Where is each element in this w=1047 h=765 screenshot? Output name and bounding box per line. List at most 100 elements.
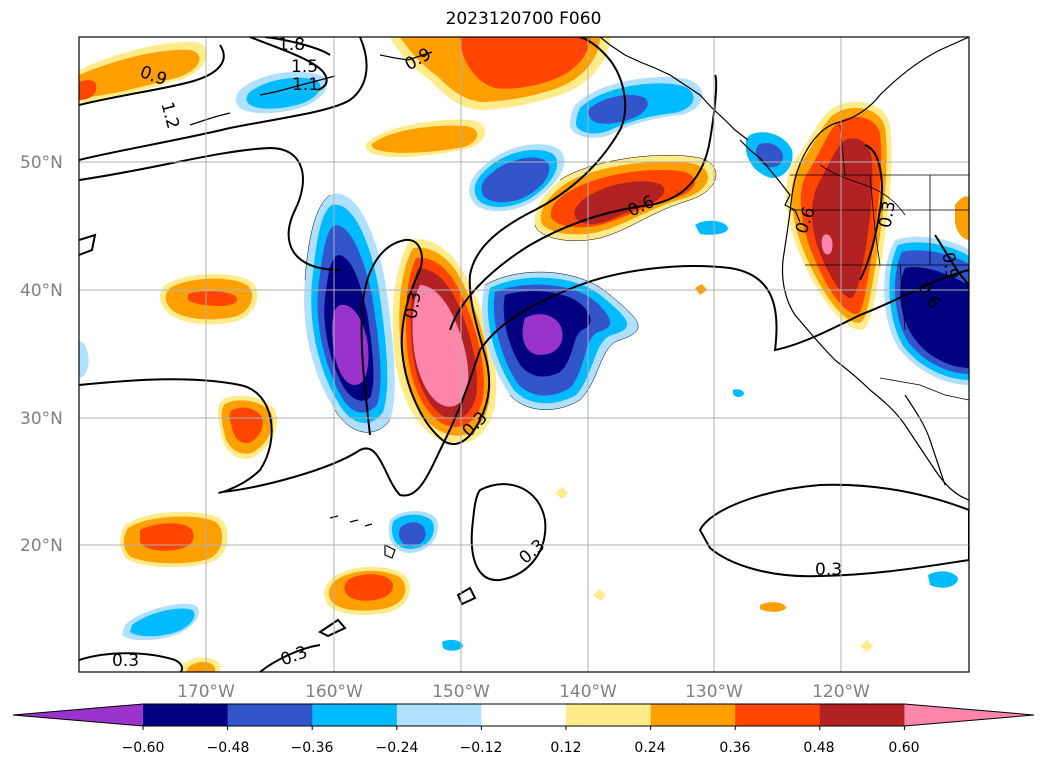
coastline-aleutians (189, 112, 231, 126)
plot-frame (78, 36, 970, 673)
colorbar-tick-label: 0.60 (888, 740, 919, 756)
neg-anomaly-hawaii (399, 522, 426, 546)
colorbar-segment (312, 704, 398, 726)
lat-label-40n: 40°N (20, 281, 63, 301)
pos-anomaly-nw (79, 80, 97, 100)
coastline-bc-islands (739, 139, 801, 223)
colorbar-segment (227, 704, 313, 726)
pos-anomaly-tiny (555, 487, 568, 499)
contour-label: 0.3 (815, 560, 842, 580)
lon-label-140w: 140°W (559, 682, 617, 702)
lat-label-20n: 20°N (20, 536, 63, 556)
colorbar-tick-label: −0.48 (207, 740, 250, 756)
contour-1.8 (264, 37, 331, 56)
contour-0.9 (79, 44, 225, 106)
coastline-alaska (599, 37, 749, 141)
neg-anomaly-tiny (928, 571, 958, 588)
colorbar-extend-max (904, 704, 1034, 726)
neg-anomaly-tiny (442, 639, 463, 651)
pos-anomaly-tiny (186, 662, 215, 672)
contour-label: 1.5 (291, 57, 318, 77)
contour-0.3-southeast (698, 483, 969, 578)
colorbar-segment (566, 704, 652, 726)
neg-anomaly-inland (900, 267, 969, 368)
colorbar-tick-label: −0.12 (460, 740, 503, 756)
pos-anomaly-west30 (229, 407, 263, 444)
outline-neg-east (484, 271, 639, 410)
contour-0.3-south (470, 483, 547, 582)
lon-label-160w: 160°W (305, 682, 363, 702)
contour-0.3-main (79, 264, 969, 497)
contour-west-edge (79, 233, 97, 256)
coastline-aleutians (259, 75, 336, 96)
pos-anomaly-tiny (860, 640, 873, 652)
colorbar-segment (143, 704, 229, 726)
pos-anomaly-hawaii-s (344, 574, 394, 601)
colorbar-extend-min (13, 704, 143, 726)
shaded-outlines (304, 154, 717, 433)
pos-anomaly-tiny (593, 589, 606, 601)
neg-anomaly-tiny (695, 220, 728, 235)
pos-anomaly-north (574, 181, 665, 225)
colorbar-segment (650, 704, 736, 726)
contour-coast-0.3 (859, 144, 883, 281)
contour-0.3-bottom (259, 644, 321, 672)
contour-0.6 (449, 74, 718, 331)
contour-lines (79, 37, 969, 672)
colorbar-tick-label: −0.24 (376, 740, 419, 756)
pos-anomaly-westcoast (812, 138, 873, 299)
colorbar-segment (819, 704, 905, 726)
colorbar (12, 703, 1035, 730)
neg-anomaly-east (522, 314, 563, 355)
contour-label: 0.3 (876, 199, 900, 229)
contour-0.3-bottom-left (79, 652, 183, 672)
pos-anomaly-west40 (188, 291, 238, 306)
neg-anomaly-central (332, 304, 369, 385)
lon-label-130w: 130°W (685, 682, 743, 702)
contour-0.3-north (79, 146, 341, 271)
colorbar-tick-label: −0.60 (122, 740, 165, 756)
border-states (819, 164, 906, 216)
lon-label-170w: 170°W (177, 682, 235, 702)
contour-1.5 (249, 37, 328, 91)
lat-label-50n: 50°N (20, 153, 63, 173)
contour-label: 1.8 (278, 35, 305, 55)
coastline-north-america (781, 37, 969, 501)
borders (790, 124, 969, 401)
border-states (790, 124, 969, 331)
colorbar-segment (735, 704, 821, 726)
contour-label: 0.3 (401, 290, 425, 320)
pos-anomaly-edge (955, 196, 969, 240)
neg-anomaly-gulf (588, 95, 648, 124)
pos-anomaly-small (371, 125, 478, 153)
contour-0.3-center (360, 37, 627, 445)
contour-1.2 (79, 37, 368, 161)
outline-pos-north (534, 154, 717, 241)
neg-anomaly-tiny (733, 389, 744, 397)
colorbar-segment (481, 704, 567, 726)
contour-label: 0.9 (937, 251, 961, 281)
pos-anomaly-central (412, 285, 469, 407)
colorbar-tick-label: 0.12 (550, 740, 581, 756)
colorbar-ticks: −0.60 −0.48 −0.36 −0.24 −0.12 0.12 0.24 … (122, 740, 920, 756)
pos-anomaly-nw (79, 49, 200, 97)
lon-label-120w: 120°W (812, 682, 870, 702)
colorbar-tick-label: 0.48 (803, 740, 834, 756)
coastline-baja (904, 394, 946, 486)
chart-title: 2023120700 F060 (445, 9, 602, 29)
contour-label: 1.1 (292, 75, 319, 95)
contour-0.9-east (934, 234, 969, 286)
neg-anomaly-north (481, 157, 550, 203)
lat-label-30n: 30°N (20, 409, 63, 429)
contour-label: 0.3 (112, 651, 139, 671)
border-us-mexico (879, 377, 969, 401)
graticule (79, 37, 969, 672)
lon-label-150w: 150°W (432, 682, 490, 702)
colorbar-tick-label: 0.24 (634, 740, 665, 756)
outline-neg-central (304, 194, 391, 433)
colorbar-segment (396, 704, 482, 726)
pos-anomaly-westcoast (821, 234, 833, 255)
neg-anomaly-sw (130, 608, 195, 637)
colorbar-tick-label: 0.36 (719, 740, 750, 756)
